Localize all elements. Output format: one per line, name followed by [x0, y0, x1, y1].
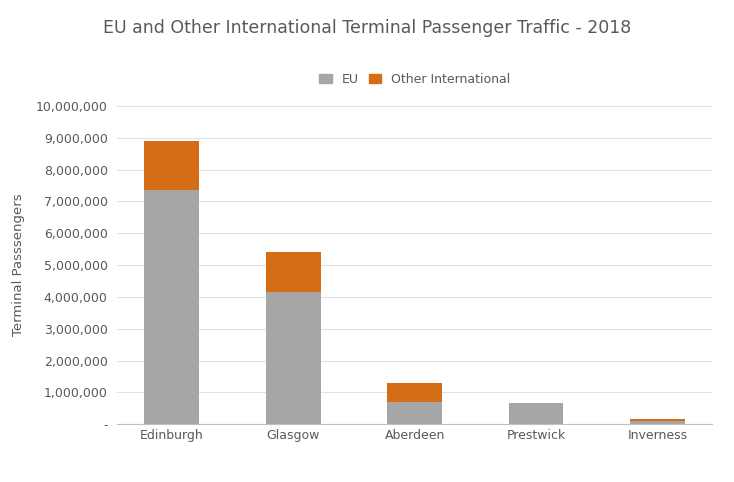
Bar — [631, 421, 685, 424]
Y-axis label: Terminal Passsengers: Terminal Passsengers — [12, 194, 25, 336]
Bar — [509, 403, 564, 424]
Bar — [266, 253, 321, 292]
Bar — [631, 419, 685, 421]
Bar — [388, 402, 442, 424]
Bar — [145, 190, 199, 424]
Bar — [266, 292, 321, 424]
Text: EU and Other International Terminal Passenger Traffic - 2018: EU and Other International Terminal Pass… — [103, 19, 631, 37]
Bar — [388, 384, 442, 402]
Bar — [145, 141, 199, 190]
Legend: EU, Other International: EU, Other International — [314, 68, 515, 91]
